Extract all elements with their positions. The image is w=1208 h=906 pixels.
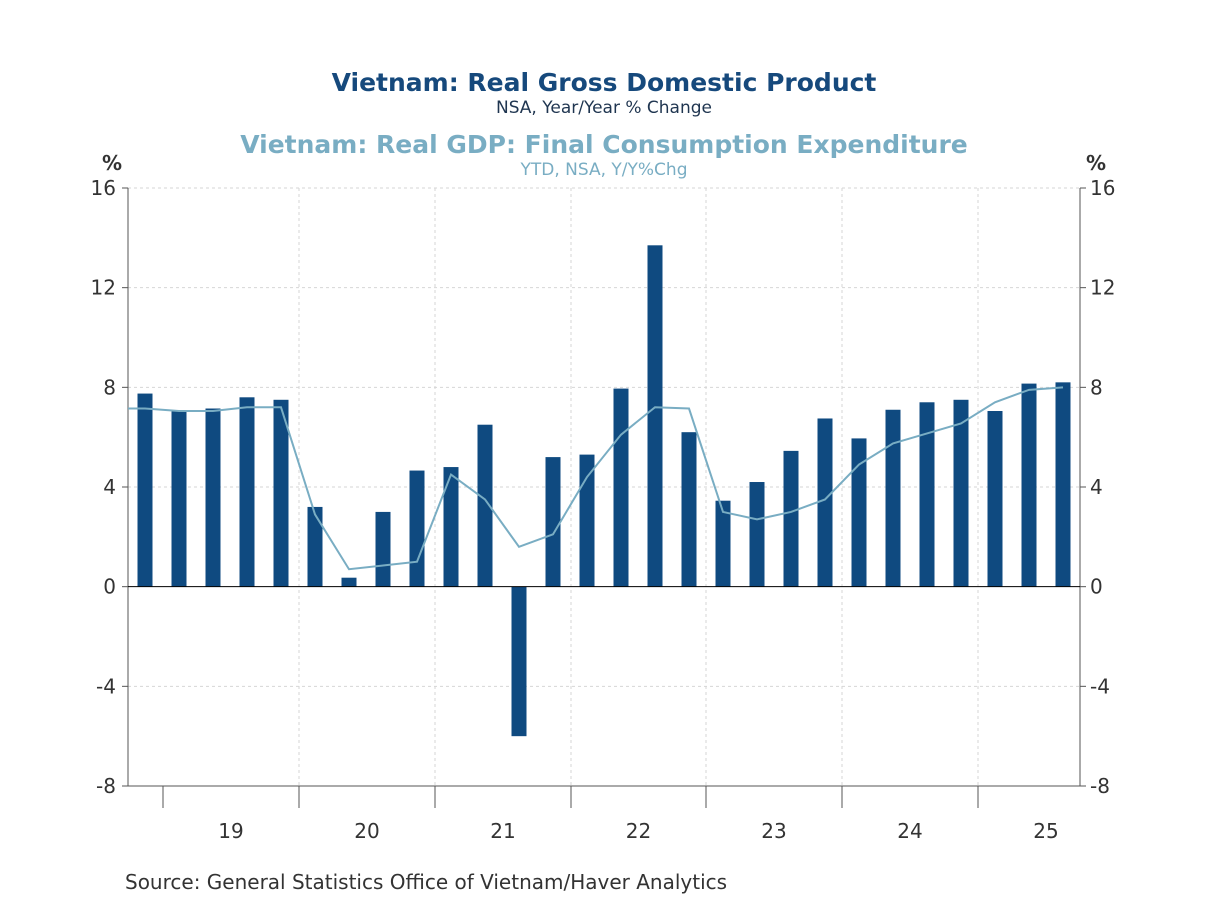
bar-2022Q1 [579,454,595,587]
xtick-label: 25 [1033,819,1058,843]
ytick-label-right: 16 [1090,176,1115,200]
bar-2021Q4 [545,457,561,587]
xtick-label: 21 [490,819,515,843]
bar-2024Q4 [953,399,969,587]
ytick-label-right: -4 [1090,674,1110,698]
source-note: Source: General Statistics Office of Vie… [125,870,728,894]
bar-2023Q1 [715,500,731,587]
chart-title-gdp: Vietnam: Real Gross Domestic Product [331,68,877,97]
ytick-label-left: 8 [103,375,116,399]
bar-2018Q4 [137,393,153,587]
bar-2020Q3 [375,511,391,587]
ytick-label-right: 8 [1090,375,1103,399]
xtick-label: 19 [218,819,243,843]
ytick-label-right: 4 [1090,475,1103,499]
ytick-label-left: 16 [91,176,116,200]
ytick-label-left: -8 [96,774,116,798]
bar-2022Q2 [613,388,629,587]
bar-2020Q4 [409,470,425,587]
bar-2023Q4 [817,418,833,587]
xtick-label: 20 [354,819,379,843]
bar-2025Q3 [1055,382,1071,587]
bar-2024Q1 [851,438,867,587]
ytick-label-right: -8 [1090,774,1110,798]
bar-2019Q1 [171,411,187,587]
ytick-label-right: 12 [1090,276,1115,300]
bar-2022Q3 [647,245,663,587]
bar-2019Q2 [205,408,221,587]
ytick-label-left: 4 [103,475,116,499]
bar-2020Q2 [341,577,357,587]
ytick-label-left: 12 [91,276,116,300]
bar-2020Q1 [307,506,323,587]
bar-2019Q3 [239,397,255,587]
bar-2019Q4 [273,399,289,587]
y-unit-left: % [102,151,122,175]
chart-title-consumption: Vietnam: Real GDP: Final Consumption Exp… [240,130,968,159]
y-unit-right: % [1086,151,1106,175]
bar-2025Q2 [1021,383,1037,587]
xtick-label: 24 [897,819,922,843]
ytick-label-left: -4 [96,674,116,698]
bar-2021Q2 [477,424,493,587]
chart-subtitle-consumption: YTD, NSA, Y/Y%Chg [520,160,688,180]
xtick-label: 23 [761,819,786,843]
bar-2023Q3 [783,450,799,587]
bar-2024Q2 [885,409,901,587]
bar-2021Q3 [511,586,527,737]
bar-2022Q4 [681,432,697,587]
bar-2025Q1 [987,411,1003,587]
xtick-label: 22 [626,819,651,843]
bar-2023Q2 [749,482,765,587]
ytick-label-left: 0 [103,575,116,599]
bar-2024Q3 [919,402,935,587]
bar-2021Q1 [443,467,459,587]
ytick-label-right: 0 [1090,575,1103,599]
chart-subtitle-gdp: NSA, Year/Year % Change [495,98,713,118]
